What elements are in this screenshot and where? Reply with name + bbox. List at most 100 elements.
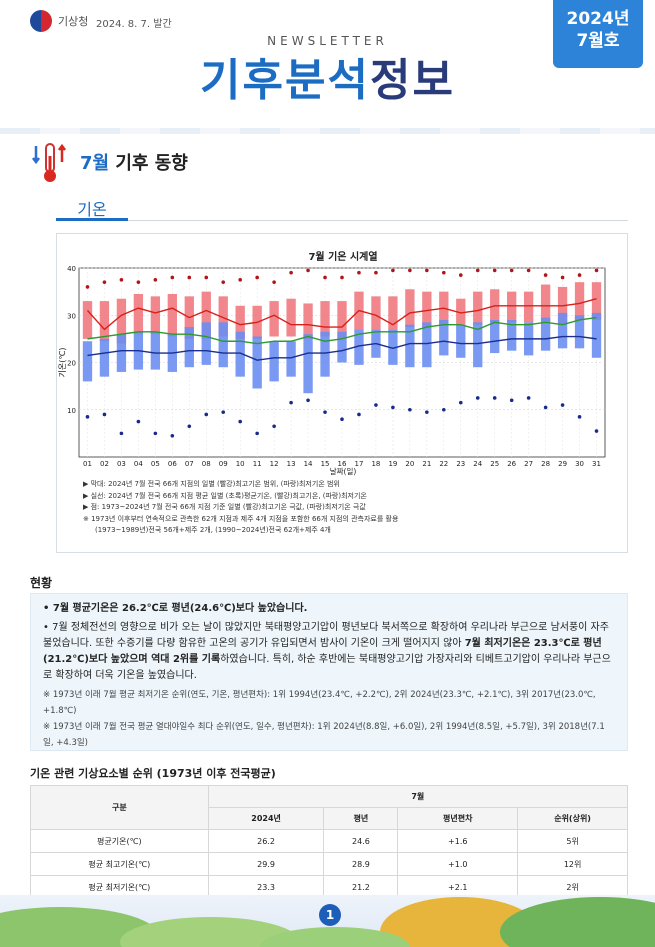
ranking-table: 구분 7월 2024년 평년 평년편차 순위(상위) 평균기온(℃) 26.2 … — [30, 785, 629, 899]
tmax-range-bar — [218, 296, 228, 337]
extreme-max-point — [102, 280, 107, 284]
extreme-max-point — [340, 275, 344, 280]
tmin-mean-line — [87, 335, 597, 361]
tmin-range-bar — [235, 331, 245, 377]
x-tick-label: 22 — [439, 460, 448, 468]
legend-note2: (1973~1989년)전국 56개+제주 2개, (1990~2024년)전국… — [95, 526, 331, 534]
extreme-min-point — [119, 431, 124, 436]
status-bullet-2-c: 하였습니다. 특히, 하순 후반에는 북태평양고기압 가장자리와 티베트고기압이… — [43, 654, 611, 681]
extreme-max-point — [85, 285, 90, 289]
x-tick-label: 10 — [236, 460, 245, 468]
x-tick-label: 19 — [388, 460, 397, 468]
chart-title: 7월 기온 시계열 — [308, 250, 377, 263]
extreme-max-point — [408, 268, 412, 273]
extreme-max-point — [153, 278, 158, 282]
extreme-max-point — [170, 275, 175, 280]
tmin-range-bar — [337, 331, 347, 363]
extreme-max-point — [458, 273, 463, 277]
tmin-range-bar — [252, 336, 262, 389]
y-tick-label: 20 — [67, 360, 76, 368]
table-row: 평균 최고기온(℃) 29.9 28.9 +1.0 12위 — [30, 852, 628, 876]
tmax-range-bar — [235, 305, 245, 339]
newsletter-header: 기상청 2024. 8. 7. 발간 NEWSLETTER 기후분석정보 202… — [0, 0, 655, 128]
x-tick-label: 06 — [168, 460, 177, 468]
tmin-range-bar — [422, 322, 432, 368]
extreme-min-point — [594, 429, 599, 433]
extreme-min-point — [238, 419, 242, 424]
tmax-range-bar — [286, 298, 296, 337]
status-box: • 7월 평균기온은 26.2℃로 평년(24.6℃)보다 높았습니다. • 7… — [30, 593, 628, 751]
tmax-range-bar — [405, 289, 415, 328]
extreme-min-point — [272, 424, 276, 429]
tmin-range-bar — [99, 338, 110, 377]
table-header-normal: 평년 — [323, 807, 399, 830]
extreme-min-point — [475, 396, 480, 400]
tab-temperature[interactable]: 기온 — [77, 200, 107, 219]
extreme-min-point — [289, 400, 293, 405]
x-tick-label: 28 — [541, 460, 550, 468]
extreme-min-point — [425, 410, 429, 414]
tmax-range-bar — [591, 282, 602, 320]
extreme-max-point — [187, 275, 192, 280]
tmax-range-bar — [507, 291, 517, 323]
tmax-range-bar — [201, 291, 211, 339]
extreme-max-point — [425, 268, 429, 273]
tmin-range-bar — [82, 341, 93, 382]
tmin-range-bar — [320, 331, 330, 377]
cell-2024: 29.9 — [207, 852, 325, 876]
chart-xlabel: 날짜(일) — [330, 466, 357, 476]
extreme-min-point — [153, 431, 158, 436]
status-bullet-2: • 7월 정체전선의 영향으로 비가 오는 날이 많았지만 북태평양고기압이 평… — [43, 620, 615, 684]
table-header-anomaly: 평년편차 — [397, 807, 519, 830]
extreme-min-point — [187, 424, 192, 429]
agency-logo: 기상청 — [30, 10, 88, 32]
x-tick-label: 03 — [117, 460, 126, 468]
cell-normal: 24.6 — [323, 829, 399, 853]
x-tick-label: 12 — [270, 460, 279, 468]
extreme-min-point — [492, 396, 497, 400]
tmin-range-bar — [286, 341, 296, 377]
tmax-range-bar — [116, 298, 127, 344]
extreme-min-point — [509, 398, 514, 403]
issue-month: 7월호 — [576, 31, 620, 51]
tmean-line — [87, 316, 597, 345]
extreme-min-point — [136, 419, 141, 424]
section-rule — [128, 220, 628, 221]
extreme-max-point — [492, 268, 497, 273]
x-tick-label: 20 — [405, 460, 414, 468]
tmin-range-bar — [218, 322, 228, 368]
cell-rank: 12위 — [517, 852, 628, 876]
table-row: 평균기온(℃) 26.2 24.6 +1.6 5위 — [30, 829, 628, 853]
tmax-mean-line — [86, 298, 597, 331]
tmin-range-bar — [439, 319, 449, 356]
tmin-range-bar — [591, 312, 602, 358]
x-tick-label: 14 — [304, 460, 313, 468]
tmin-range-bar — [116, 334, 127, 372]
extreme-min-point — [204, 412, 209, 417]
tmin-range-bar — [574, 315, 585, 349]
tmin-range-bar — [490, 319, 500, 354]
row-label: 평균 최고기온(℃) — [30, 852, 209, 876]
kma-emblem-icon — [30, 10, 52, 32]
extreme-max-point — [509, 268, 514, 273]
agency-name: 기상청 — [58, 15, 89, 28]
extreme-max-point — [357, 270, 361, 275]
newsletter-kicker: NEWSLETTER — [267, 34, 388, 48]
extreme-min-point — [170, 433, 175, 438]
extreme-min-point — [458, 400, 463, 405]
status-note-1: ※ 1973년 이래 7월 평균 최저기온 순위(연도, 기온, 평년편차): … — [43, 690, 596, 716]
extreme-max-point — [577, 273, 582, 277]
extreme-max-point — [543, 273, 548, 277]
status-bullet-2-a: • 7월 정체전선의 영향으로 비가 오는 날이 많았지만 북태평양고기압이 평… — [43, 622, 609, 649]
extreme-max-point — [221, 280, 226, 284]
extreme-max-point — [238, 278, 242, 282]
extreme-max-point — [289, 270, 293, 275]
extreme-min-point — [442, 407, 446, 412]
extreme-max-point — [526, 268, 531, 273]
tmax-range-bar — [150, 296, 161, 335]
tmin-range-bar — [507, 319, 517, 351]
extreme-max-point — [255, 275, 259, 280]
chart-ylabel: 기온(℃) — [58, 348, 67, 378]
x-tick-label: 07 — [185, 460, 194, 468]
x-tick-label: 29 — [558, 460, 567, 468]
